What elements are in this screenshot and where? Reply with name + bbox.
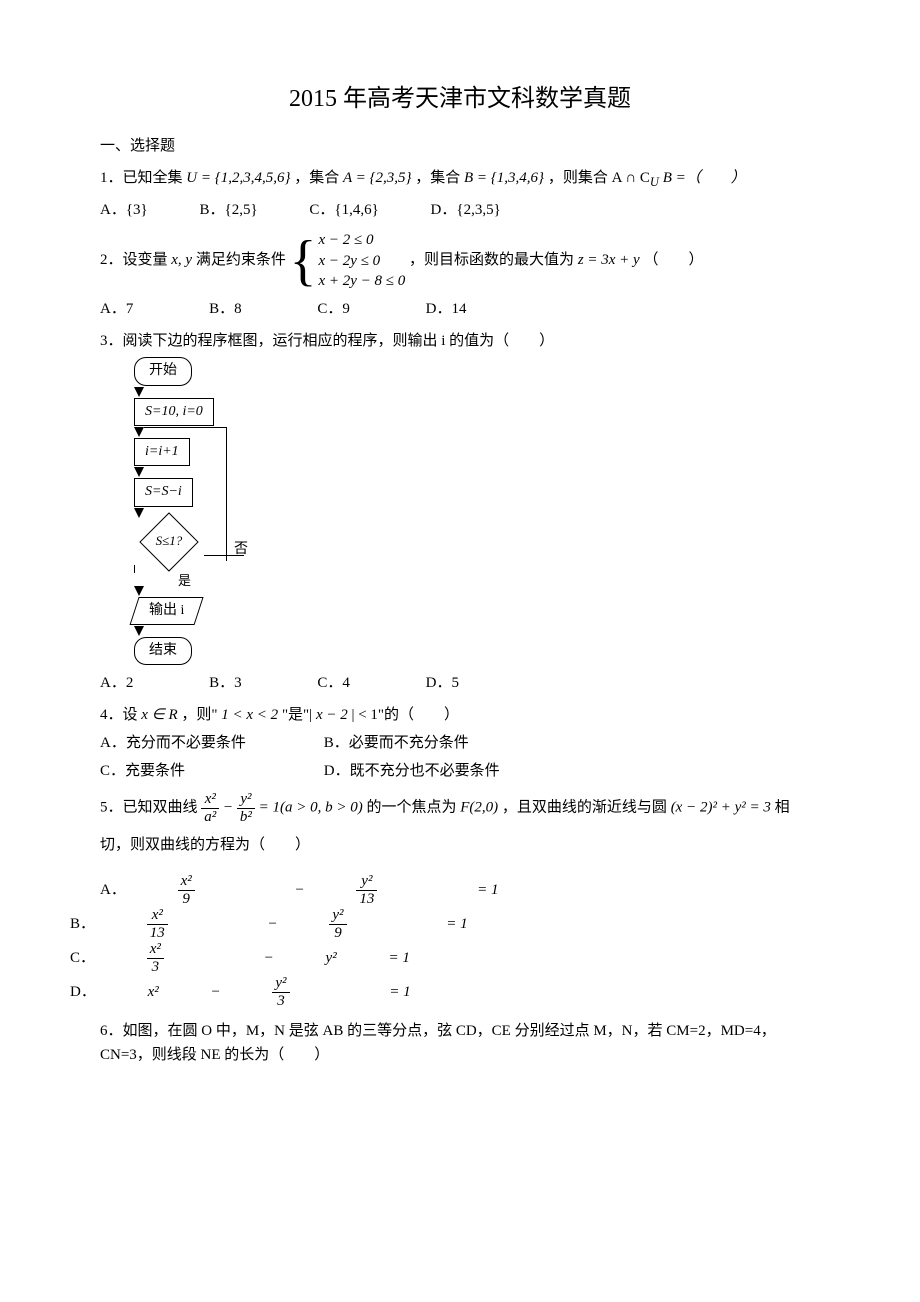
fc-start: 开始 [134,357,192,385]
question-3: 3．阅读下边的程序框图，运行相应的程序，则输出 i 的值为（ ） [100,329,820,353]
q4-optA: A．充分而不必要条件 [100,731,320,755]
line-icon [134,565,135,573]
fc-step2: S=S−i [134,478,193,506]
q1-sub: U [650,175,659,189]
arrow-down-icon [134,586,144,596]
page-title: 2015 年高考天津市文科数学真题 [100,80,820,118]
q1-m2: ，集合 [415,170,460,186]
q2-optB: B．8 [209,297,242,321]
q4-pre: 4．设 [100,707,138,723]
question-2: 2．设变量 x, y 满足约束条件 { x − 2 ≤ 0 x − 2y ≤ 0… [100,230,820,291]
q5-optA: A． x²9 − y²13 = 1 [100,873,547,907]
q1-optB: B．{2,5} [199,198,257,222]
brace-icon: { [290,236,317,286]
q2-z: z = 3x + y [578,252,640,268]
fc-cond: S≤1? [156,531,183,552]
arrow-down-icon [134,508,144,518]
q4-m3: | < 1"的（ ） [351,707,459,723]
q1-m1: ，集合 [294,170,339,186]
fc-yes: 是 [178,571,191,592]
section-heading: 一、选择题 [100,134,820,158]
q4-optB: B．必要而不充分条件 [324,731,544,755]
q5-m3: 相 [775,800,790,816]
q5-m1: 的一个焦点为 [367,800,457,816]
arrow-down-icon [134,427,144,437]
q5-m2: ，且双曲线的渐近线与圆 [502,800,667,816]
q1-optA: A．{3} [100,198,148,222]
q2-pre: 2．设变量 [100,252,168,268]
question-6: 6．如图，在圆 O 中，M，N 是弦 AB 的三等分点，弦 CD，CE 分别经过… [100,1019,820,1067]
q4-options-row2: C．充要条件 D．既不充分也不必要条件 [100,759,820,783]
q5-frac2: y²b² [237,791,255,825]
q4-optC: C．充要条件 [100,759,320,783]
question-5: 5．已知双曲线 x²a² − y²b² = 1(a > 0, b > 0) 的一… [100,791,820,825]
q5-optC: C． x²3 − y² = 1 [70,941,458,975]
q3-optD: D．5 [426,671,459,695]
fc-step1: i=i+1 [134,438,190,466]
q5-frac1: x²a² [201,791,219,825]
q5-circle: (x − 2)² + y² = 3 [671,800,771,816]
arrow-down-icon [134,626,144,636]
q2-optD: D．14 [426,297,467,321]
q2-vars: x, y [171,252,192,268]
q2-c3: x + 2y − 8 ≤ 0 [319,271,406,291]
fc-decision: S≤1? [134,519,204,565]
q5-line2: 切，则双曲线的方程为（ ） [100,833,820,857]
q2-options: A．7 B．8 C．9 D．14 [100,297,820,321]
fc-output: 输出 i [129,597,204,625]
q1-optC: C．{1,4,6} [309,198,378,222]
q1-B: B = {1,3,4,6} [464,170,544,186]
q2-optC: C．9 [317,297,350,321]
q4-var: x ∈ R [141,707,177,723]
q2-tail2: （ ） [643,252,703,268]
q4-c2: x − 2 [316,707,348,723]
q4-m2: "是"| [282,707,312,723]
q1-pre: 1．已知全集 [100,170,183,186]
fc-init: S=10, i=0 [134,398,214,426]
q5-optB: B． x²13 − y²9 = 1 [70,907,516,941]
q1-U: U = {1,2,3,4,5,6} [186,170,290,186]
q1-m3: ，则集合 A ∩ C [548,170,650,186]
fc-no: 否 [234,539,248,561]
q1-options: A．{3} B．{2,5} C．{1,4,6} D．{2,3,5} [100,198,820,222]
minus: − [223,800,237,816]
fc-end: 结束 [134,637,192,665]
q3-optA: A．2 [100,671,133,695]
question-1: 1．已知全集 U = {1,2,3,4,5,6} ，集合 A = {2,3,5}… [100,166,820,192]
q1-optD: D．{2,3,5} [431,198,501,222]
arrow-down-icon [134,467,144,477]
flowchart: 开始 S=10, i=0 i=i+1 S=S−i S≤1? 否 是 输出 i 结… [112,357,292,665]
arrow-down-icon [134,387,144,397]
q4-options-row1: A．充分而不必要条件 B．必要而不充分条件 [100,731,820,755]
q4-m1: ，则" [181,707,217,723]
question-4: 4．设 x ∈ R ，则" 1 < x < 2 "是"| x − 2 | < 1… [100,703,820,727]
q5-eqmid: = 1(a > 0, b > 0) [259,800,363,816]
q2-tail1: ，则目标函数的最大值为 [409,252,574,268]
q4-c1: 1 < x < 2 [221,707,278,723]
q5-optD: D． x² − y²3 = 1 [70,975,459,1009]
q2-optA: A．7 [100,297,133,321]
q5-options: A． x²9 − y²13 = 1 B． x²13 − y²9 = 1 C． x… [100,873,820,1009]
q2-c2: x − 2y ≤ 0 [319,251,406,271]
q1-tail: B =（ ） [663,170,746,186]
q5-focus: F(2,0) [460,800,498,816]
q2-constraints: { x − 2 ≤ 0 x − 2y ≤ 0 x + 2y − 8 ≤ 0 [290,230,406,291]
q3-optB: B．3 [209,671,242,695]
q2-c1: x − 2 ≤ 0 [319,230,406,250]
q1-A: A = {2,3,5} [343,170,412,186]
q3-optC: C．4 [317,671,350,695]
q4-optD: D．既不充分也不必要条件 [324,759,544,783]
q5-pre: 5．已知双曲线 [100,800,198,816]
q2-mid: 满足约束条件 [196,252,286,268]
q3-options: A．2 B．3 C．4 D．5 [100,671,820,695]
